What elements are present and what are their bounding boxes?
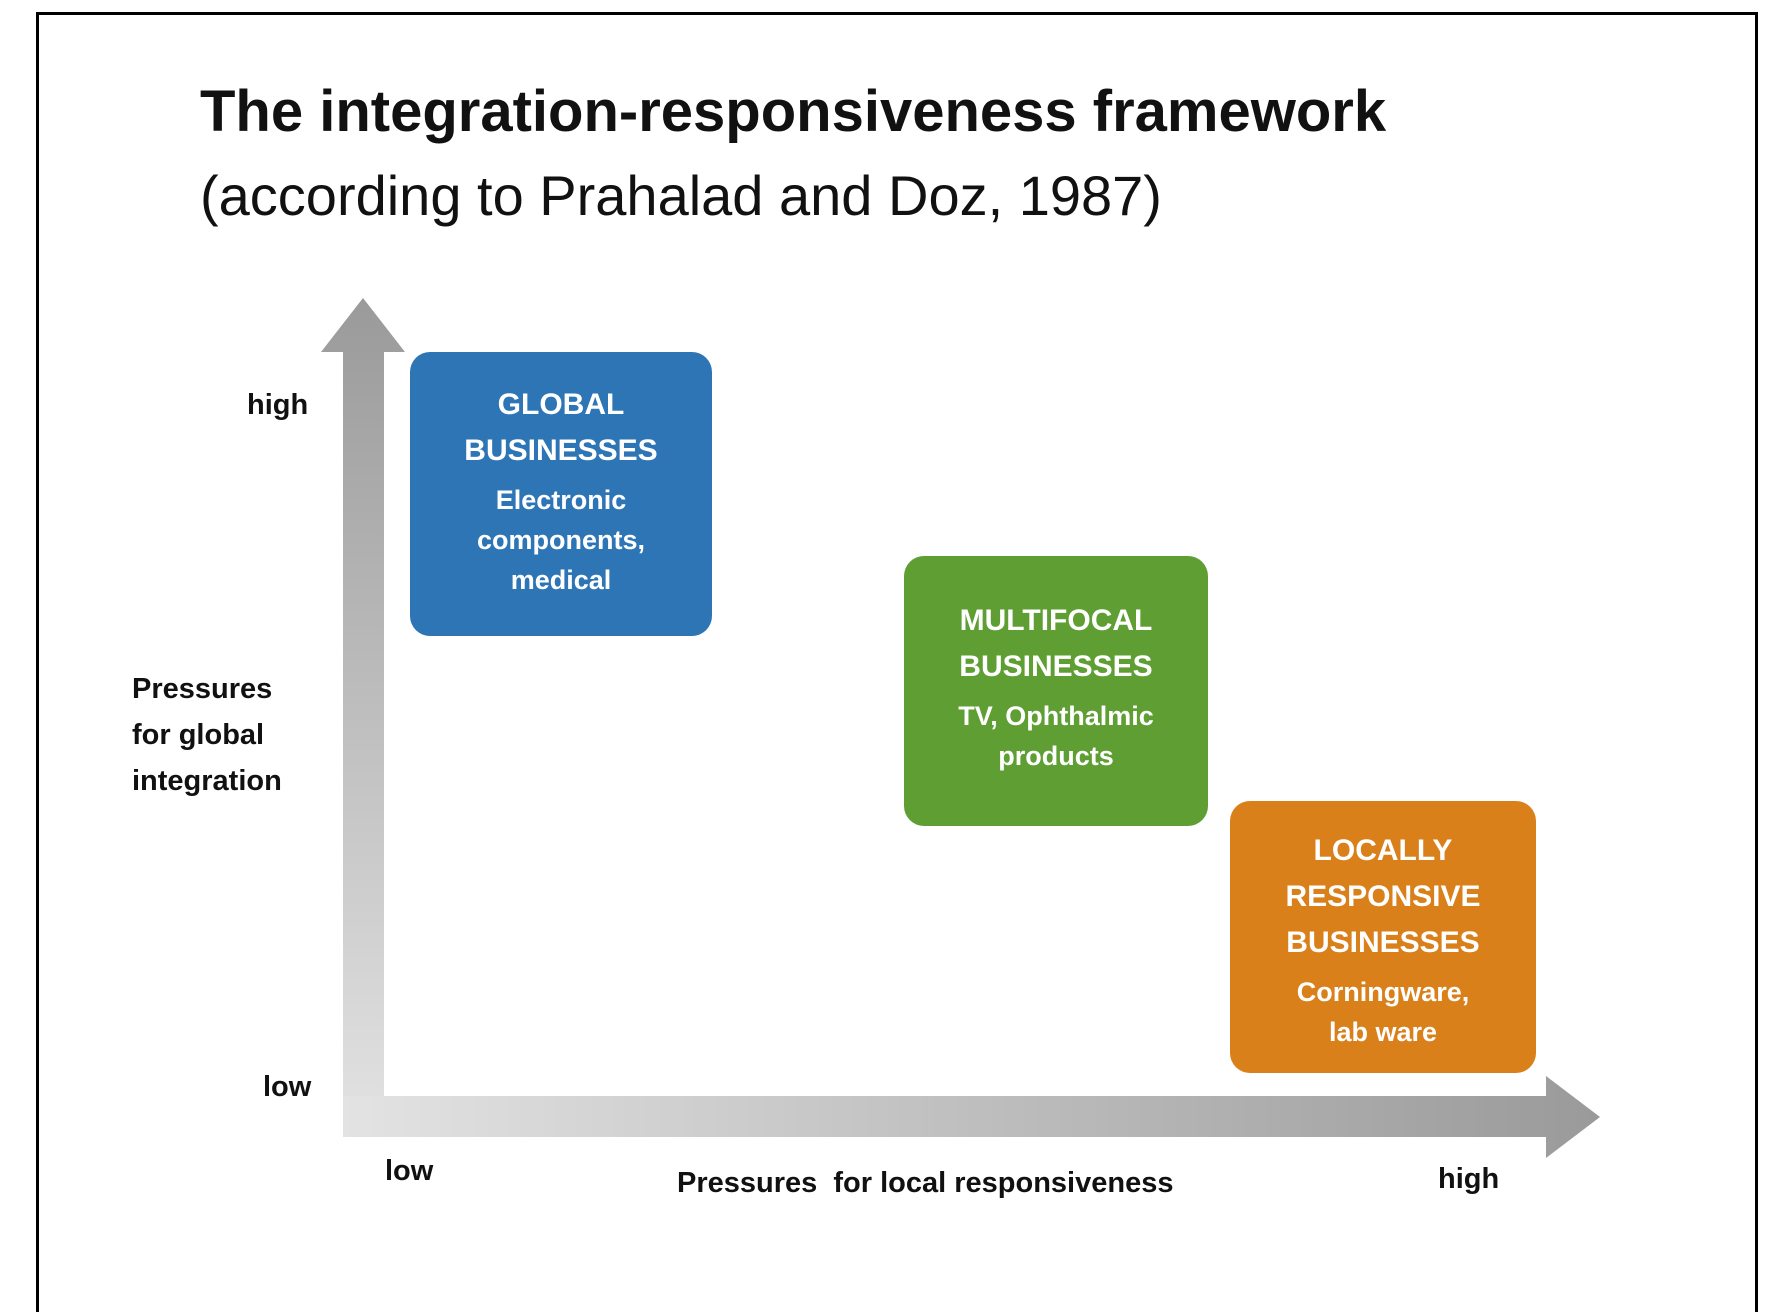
- y-axis-low-label: low: [263, 1071, 312, 1103]
- y-axis-arrow: [321, 298, 405, 1137]
- y-axis-high-label: high: [247, 389, 309, 421]
- x-axis-title: Pressures for local responsiveness: [677, 1167, 1174, 1199]
- x-axis-arrow: [343, 1076, 1600, 1158]
- slide-subtitle: (according to Prahalad and Doz, 1987): [200, 164, 1162, 227]
- x-axis-high-label: high: [1438, 1163, 1500, 1195]
- slide-frame: [36, 12, 1758, 1312]
- y-axis-title: Pressures for global integration: [132, 673, 282, 797]
- x-axis-low-label: low: [385, 1155, 434, 1187]
- locally-responsive-businesses-box: LOCALLY RESPONSIVE BUSINESSES Corningwar…: [1230, 801, 1536, 1073]
- global-businesses-box: GLOBAL BUSINESSES Electronic components,…: [410, 352, 712, 636]
- multifocal-businesses-box: MULTIFOCAL BUSINESSES TV, Ophthalmic pro…: [904, 556, 1208, 826]
- slide-title: The integration-responsiveness framework: [200, 79, 1387, 144]
